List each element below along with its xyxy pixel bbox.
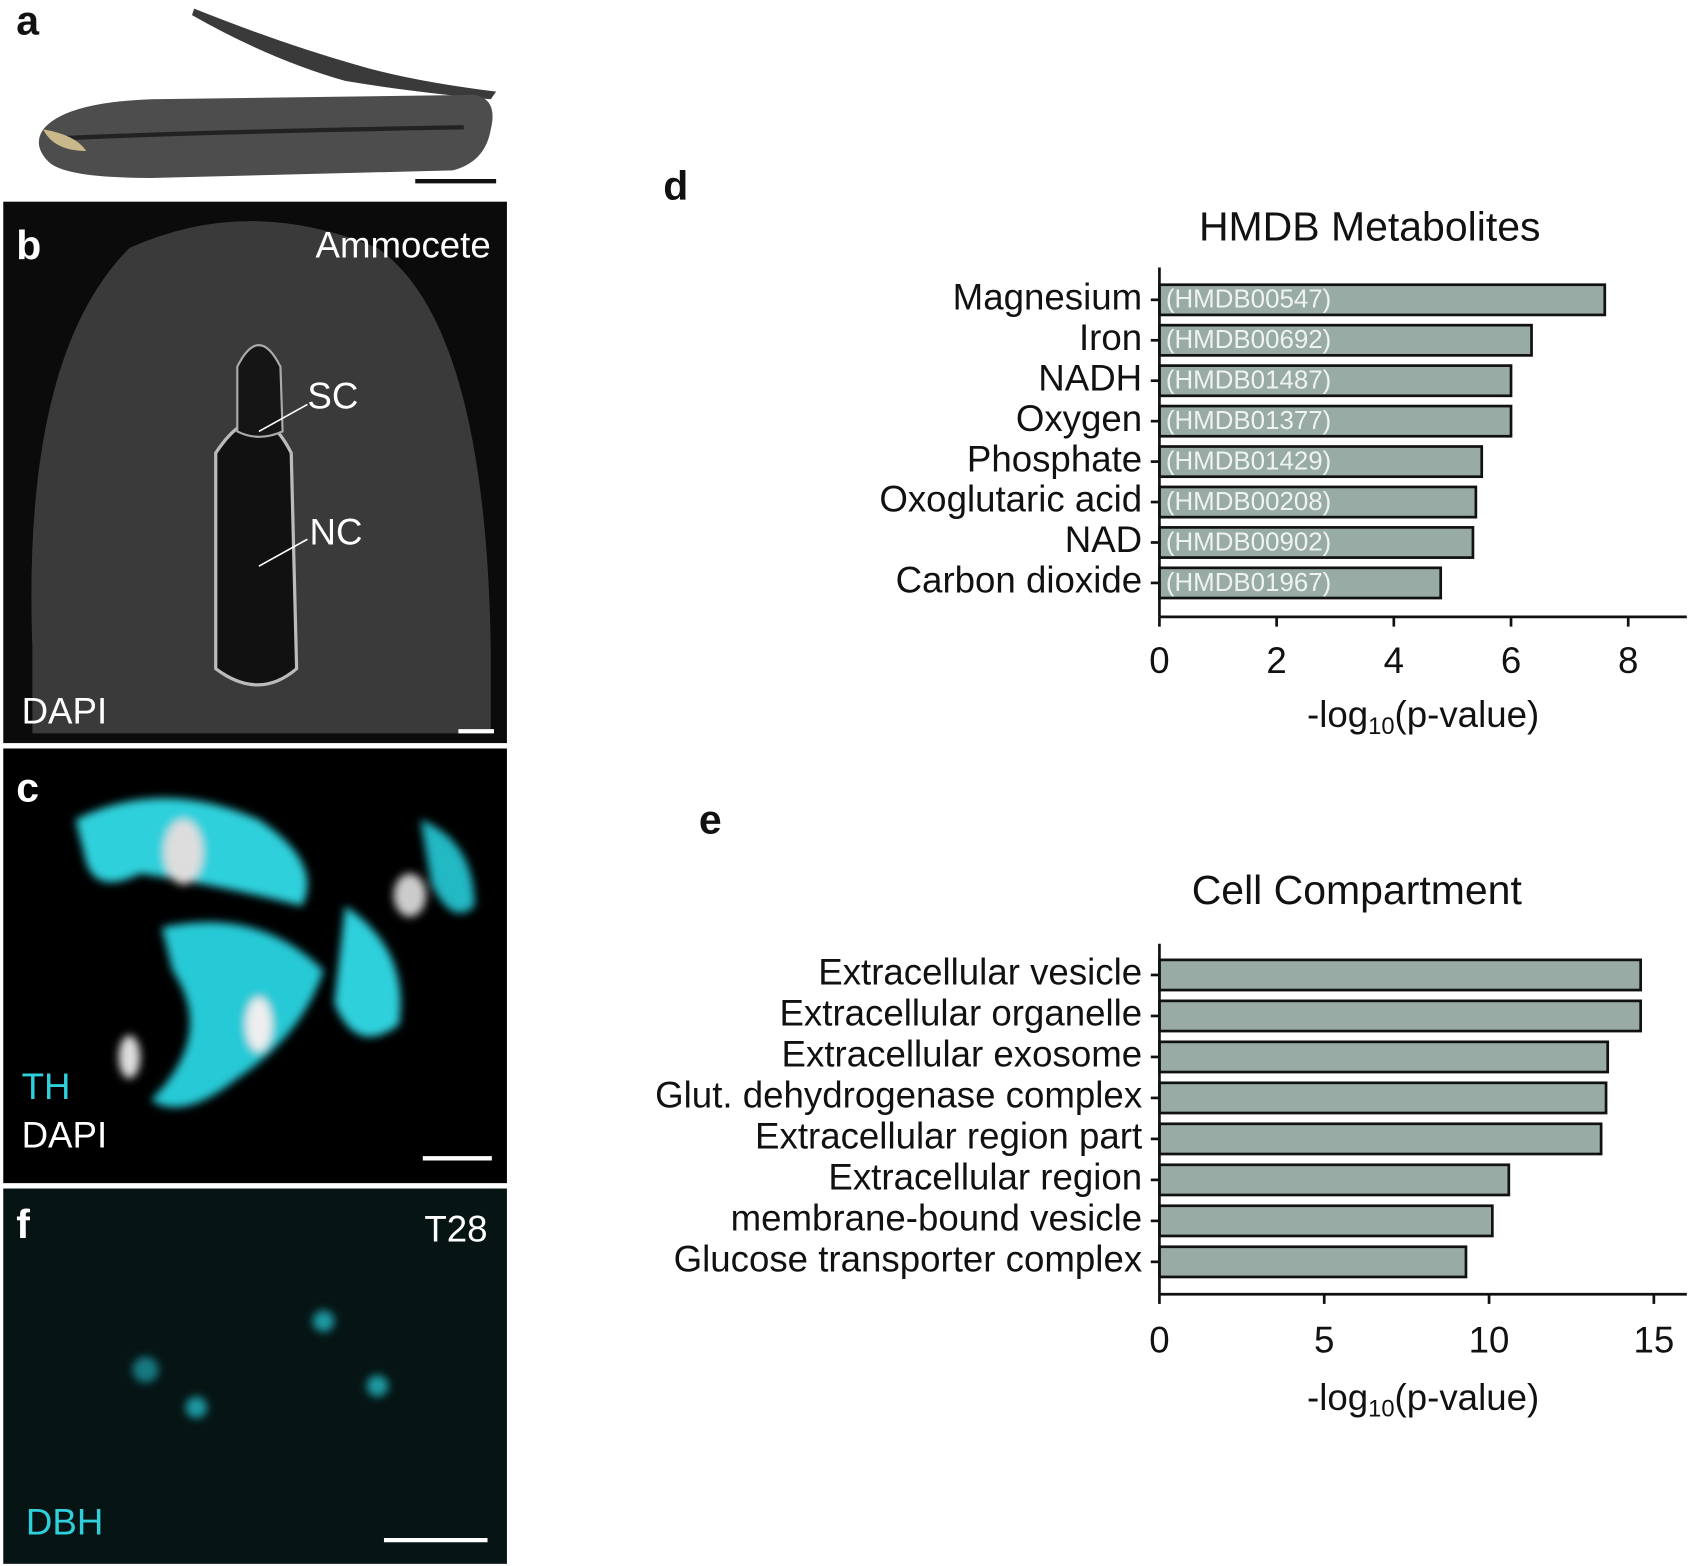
x-tick-label: 0 [1149, 1319, 1169, 1360]
panel-c: c TH DAPI [3, 748, 507, 1184]
x-tick-label: 5 [1314, 1319, 1334, 1360]
x-axis-label-part: (p-value) [1395, 1377, 1540, 1418]
y-tick-label: Magnesium [953, 277, 1142, 318]
y-tick-label: Carbon dioxide [896, 560, 1143, 601]
x-tick-label: 15 [1633, 1319, 1674, 1360]
specimen-line [64, 125, 464, 141]
image [3, 1188, 507, 1564]
chart-title: Cell Compartment [1192, 867, 1523, 913]
bar [1158, 1122, 1603, 1156]
panel-label: a [16, 0, 40, 44]
y-tick-label: Extracellular organelle [779, 993, 1142, 1034]
bar [1158, 1245, 1468, 1279]
image-title: Ammocete [316, 225, 491, 266]
annotation: SC [307, 376, 358, 417]
specimen-head [43, 129, 87, 151]
bar [1158, 566, 1443, 600]
bar-label: (HMDB00547) [1166, 286, 1331, 314]
chart-title: HMDB Metabolites [1199, 204, 1541, 250]
x-axis-label-part: (p-value) [1395, 694, 1540, 735]
panel-label: e [699, 797, 722, 843]
tail [192, 8, 497, 100]
x-tick-label: 4 [1384, 640, 1404, 681]
bar-label: (HMDB01967) [1166, 569, 1331, 597]
bar [1158, 1163, 1511, 1197]
stain-label: DBH [26, 1502, 103, 1543]
bar [1158, 1081, 1608, 1115]
bar [1158, 526, 1475, 559]
x-axis-label: -log10(p-value) [1307, 1377, 1539, 1423]
chart: d HMDB Metabolites Magnesium (HMDB00547) Iro… [663, 163, 1687, 740]
x-tick-label: 0 [1149, 640, 1169, 681]
y-tick-label: NADH [1038, 357, 1142, 398]
signal [132, 1310, 389, 1419]
x-axis-label-part: -log [1307, 694, 1368, 735]
bar [1158, 445, 1484, 479]
y-tick-label: Glucose transporter complex [674, 1239, 1143, 1280]
y-tick-label: Phosphate [967, 438, 1142, 479]
x-tick-label: 10 [1469, 1319, 1510, 1360]
panel-label: f [16, 1201, 30, 1247]
y-tick-label: Extracellular vesicle [818, 952, 1142, 993]
stain-label: TH [22, 1066, 71, 1107]
y-tick-label: membrane-bound vesicle [731, 1198, 1143, 1239]
annotation: NC [310, 512, 363, 553]
y-tick-label: Oxoglutaric acid [879, 479, 1142, 520]
bar [1158, 1204, 1494, 1238]
signal [75, 798, 475, 1108]
panel-b: b Ammocete SC NC DAPI [3, 201, 507, 744]
panel-label: b [16, 222, 41, 268]
image-title: T28 [424, 1208, 487, 1249]
bar-label: (HMDB00692) [1166, 326, 1331, 354]
y-tick-label: Oxygen [1016, 398, 1142, 439]
pointer [258, 403, 308, 433]
x-axis-label-part: -log [1307, 1377, 1368, 1418]
bar-label: (HMDB00208) [1166, 488, 1331, 516]
x-tick-label: 8 [1618, 640, 1638, 681]
bar-label: (HMDB01377) [1166, 407, 1331, 435]
y-tick-label: Extracellular exosome [782, 1034, 1143, 1075]
bar-label: (HMDB00902) [1166, 528, 1331, 556]
x-tick-label: 2 [1266, 640, 1286, 681]
bar-label: (HMDB01487) [1166, 367, 1331, 395]
x-tick-label: 6 [1501, 640, 1521, 681]
bar [1158, 999, 1643, 1033]
x-axis-label-part: 10 [1368, 714, 1394, 740]
specimen [38, 94, 493, 178]
y-tick-label: Extracellular region [828, 1157, 1142, 1198]
bar [1158, 323, 1533, 357]
y-tick-label: Extracellular region part [755, 1116, 1142, 1157]
spinal-cord [236, 344, 284, 438]
x-axis-label: -log10(p-value) [1307, 694, 1539, 740]
panel-a: a [16, 0, 497, 184]
y-tick-label: Glut. dehydrogenase complex [655, 1075, 1142, 1116]
bar [1158, 1040, 1610, 1074]
panel-f: f T28 DBH [3, 1188, 507, 1564]
panel-label: d [663, 163, 688, 209]
stain-label: DAPI [22, 691, 108, 732]
pointer [258, 538, 308, 567]
bar-label: (HMDB01429) [1166, 448, 1331, 476]
y-tick-label: NAD [1065, 519, 1142, 560]
bar [1158, 958, 1643, 992]
y-tick-label: Iron [1079, 317, 1142, 358]
stain-label: DAPI [22, 1115, 108, 1156]
x-axis-label-part: 10 [1368, 1397, 1394, 1423]
panel-label: c [16, 764, 39, 810]
bar [1158, 364, 1513, 398]
